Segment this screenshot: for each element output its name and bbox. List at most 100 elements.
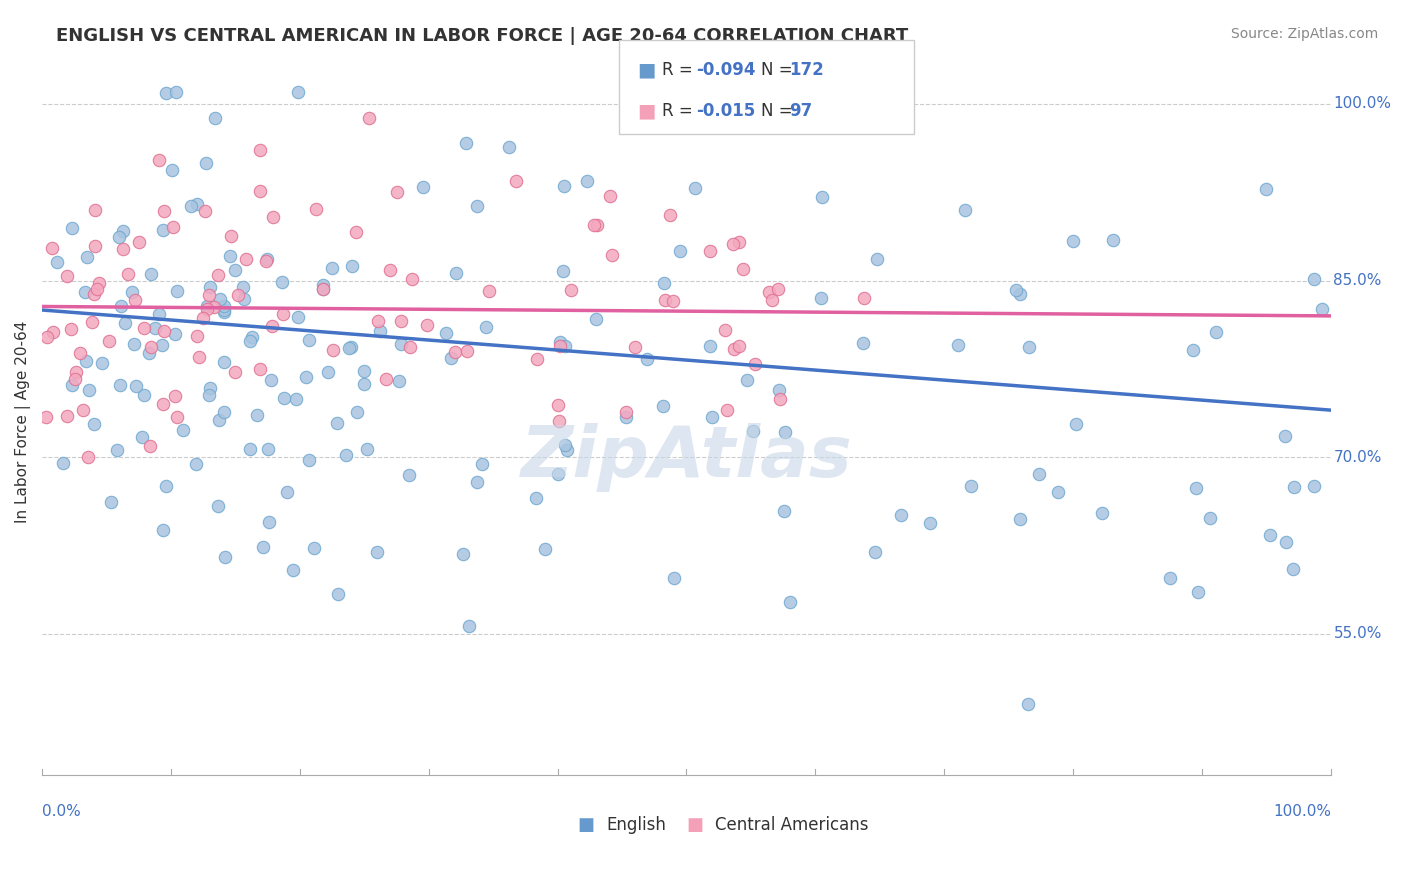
Point — [918, 516, 941, 531]
Point — [165, 85, 187, 99]
Point — [316, 365, 339, 379]
Point — [357, 112, 380, 126]
Point — [768, 383, 790, 397]
Point — [273, 391, 295, 405]
Point — [443, 344, 465, 359]
Point — [276, 485, 298, 500]
Point — [664, 571, 686, 585]
Point — [505, 174, 527, 188]
Point — [249, 184, 271, 198]
Point — [214, 549, 236, 564]
Point — [378, 263, 401, 277]
Point — [478, 284, 501, 298]
Point — [1302, 479, 1324, 493]
Point — [239, 334, 262, 348]
Point — [761, 293, 783, 308]
Point — [326, 587, 349, 601]
Point — [86, 282, 108, 296]
Point — [389, 314, 412, 328]
Point — [1017, 697, 1039, 711]
Point — [148, 153, 170, 168]
Point — [741, 424, 763, 438]
Point — [700, 409, 723, 424]
Point — [214, 299, 236, 313]
Point — [728, 235, 751, 249]
Point — [340, 339, 363, 353]
Point — [298, 333, 321, 347]
Point — [108, 230, 131, 244]
Point — [658, 208, 681, 222]
Point — [456, 343, 478, 358]
Point — [69, 346, 91, 360]
Point — [1205, 325, 1227, 339]
Point — [117, 267, 139, 281]
Point — [600, 247, 623, 261]
Point — [252, 540, 274, 554]
Point — [60, 321, 83, 335]
Point — [139, 267, 162, 281]
Point — [575, 174, 598, 188]
Point — [652, 399, 675, 413]
Point — [233, 293, 256, 307]
Point — [346, 405, 368, 419]
Point — [456, 136, 478, 150]
Point — [41, 241, 63, 255]
Point — [728, 339, 751, 353]
Point — [779, 595, 801, 609]
Point — [412, 179, 434, 194]
Point — [335, 448, 357, 462]
Point — [249, 143, 271, 157]
Point — [180, 199, 202, 213]
Point — [465, 475, 488, 490]
Point — [153, 324, 176, 338]
Point — [614, 405, 637, 419]
Point — [554, 338, 576, 352]
Point — [232, 279, 254, 293]
Point — [368, 324, 391, 338]
Point — [204, 112, 226, 126]
Point — [416, 318, 439, 332]
Point — [398, 468, 420, 483]
Point — [1159, 571, 1181, 585]
Point — [322, 343, 344, 357]
Point — [366, 545, 388, 559]
Text: 100.0%: 100.0% — [1333, 96, 1392, 112]
Point — [166, 410, 188, 425]
Point — [84, 203, 107, 218]
Point — [1182, 343, 1205, 358]
Point — [1303, 272, 1326, 286]
Point — [155, 86, 177, 100]
Text: English: English — [606, 816, 666, 834]
Point — [148, 308, 170, 322]
Point — [401, 272, 423, 286]
Point — [63, 372, 86, 386]
Point — [312, 277, 335, 292]
Point — [713, 323, 735, 337]
Point — [240, 330, 263, 344]
Point — [772, 504, 794, 518]
Point — [186, 329, 208, 343]
Point — [953, 203, 976, 218]
Point — [599, 188, 621, 202]
Point — [150, 337, 173, 351]
Point — [321, 260, 343, 275]
Point — [193, 203, 215, 218]
Text: -0.015: -0.015 — [696, 102, 755, 120]
Point — [35, 410, 58, 425]
Point — [65, 365, 87, 379]
Point — [340, 260, 363, 274]
Point — [547, 467, 569, 482]
Point — [132, 321, 155, 335]
Point — [212, 302, 235, 317]
Point — [77, 450, 100, 465]
Point — [260, 319, 283, 334]
Point — [554, 437, 576, 451]
Point — [733, 261, 755, 276]
Point — [191, 311, 214, 326]
Point — [62, 378, 84, 392]
Point — [72, 402, 94, 417]
Point — [534, 541, 557, 556]
Point — [446, 266, 468, 280]
Point — [239, 442, 262, 457]
Text: 172: 172 — [789, 61, 824, 79]
